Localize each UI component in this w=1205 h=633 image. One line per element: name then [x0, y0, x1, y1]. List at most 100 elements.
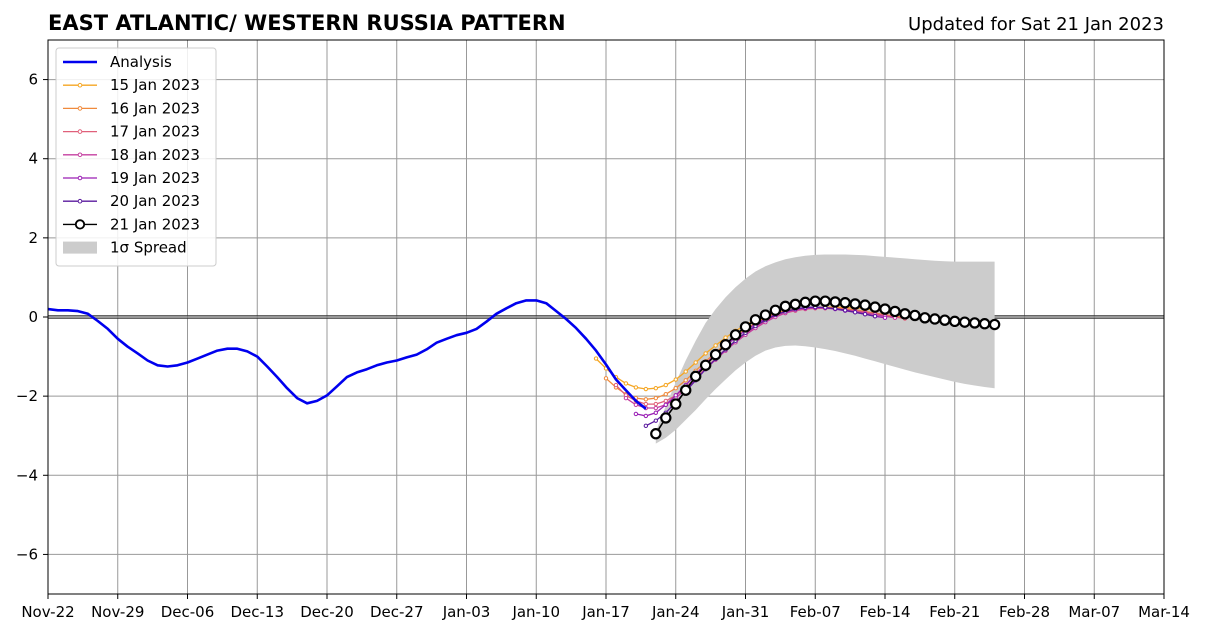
forecast-point	[623, 381, 629, 386]
forecast-point	[749, 314, 762, 326]
x-tick-label: Mar-07	[1068, 603, 1120, 621]
forecast-point	[879, 303, 891, 315]
forecast-point	[859, 299, 871, 311]
forecast-point	[653, 418, 659, 423]
legend-marker	[77, 175, 83, 181]
legend-item: 19 Jan 2023	[63, 169, 200, 187]
plot-frame	[47, 39, 1165, 595]
legend-item: 21 Jan 2023	[63, 215, 200, 233]
forecast-series	[650, 295, 1001, 440]
forecast-point	[699, 359, 712, 371]
legend-marker	[77, 152, 83, 158]
forecast-point	[809, 295, 821, 307]
forecast-point	[643, 386, 649, 392]
forecast-point	[703, 351, 708, 356]
forecast-point	[593, 356, 599, 361]
forecast-point	[663, 402, 668, 408]
forecast-point	[889, 305, 901, 318]
y-tick-label: −4	[16, 466, 38, 484]
forecast-point	[978, 318, 991, 330]
forecast-point	[872, 314, 878, 319]
x-tick-label: Jan-31	[721, 603, 770, 621]
legend-item: 20 Jan 2023	[63, 192, 200, 210]
forecast-point	[683, 369, 688, 374]
forecast-point	[603, 376, 609, 381]
legend-item: 17 Jan 2023	[63, 123, 200, 141]
forecast-point	[683, 378, 688, 383]
chart-title: EAST ATLANTIC/ WESTERN RUSSIA PATTERN	[48, 11, 566, 35]
legend-label: Analysis	[110, 53, 172, 71]
forecast-point	[673, 393, 678, 398]
x-tick-label: Mar-14	[1138, 603, 1190, 621]
legend-item: 18 Jan 2023	[63, 146, 200, 164]
legend-label: 21 Jan 2023	[110, 215, 200, 233]
forecast-point	[919, 312, 931, 324]
forecast-point	[650, 428, 662, 440]
x-tick-label: Feb-07	[790, 603, 841, 621]
chart-subtitle: Updated for Sat 21 Jan 2023	[908, 14, 1164, 35]
legend-item: 1σ Spread	[63, 239, 187, 257]
x-tick-label: Dec-13	[230, 603, 284, 621]
forecast-point	[779, 300, 792, 313]
forecast-point	[653, 410, 659, 415]
analysis-line	[47, 299, 647, 410]
forecast-point	[673, 377, 678, 382]
forecast-point	[968, 317, 981, 329]
legend-swatch	[63, 241, 97, 254]
forecast-point	[653, 401, 659, 407]
forecast-point	[723, 335, 728, 340]
legend-marker	[77, 198, 83, 204]
forecast-point	[613, 382, 619, 388]
x-tick-label: Jan-24	[651, 603, 700, 621]
forecast-point	[713, 343, 718, 348]
forecast-point	[709, 348, 722, 361]
forecast-point	[739, 321, 752, 333]
forecast-point	[653, 386, 659, 391]
legend-marker	[74, 219, 86, 230]
forecast-point	[819, 295, 831, 307]
forecast-point	[849, 298, 861, 310]
forecast-point	[759, 309, 772, 321]
forecast-point	[929, 313, 941, 325]
y-tick-label: 6	[28, 71, 38, 89]
forecast-point	[862, 312, 868, 317]
legend-item: Analysis	[63, 53, 172, 71]
x-tick-label: Dec-06	[161, 603, 215, 621]
legend-marker	[77, 129, 83, 134]
legend-box	[55, 47, 217, 267]
y-tick-label: 4	[28, 150, 38, 168]
forecast-point	[623, 395, 629, 401]
forecast-point	[643, 423, 649, 429]
forecast-point	[660, 412, 672, 424]
forecast-point	[653, 395, 659, 401]
forecast-point	[959, 316, 971, 328]
x-tick-label: Dec-20	[300, 603, 354, 621]
forecast-point	[939, 314, 951, 326]
x-tick-label: Feb-28	[999, 603, 1050, 621]
y-tick-label: 0	[28, 308, 38, 326]
forecast-point	[882, 315, 888, 320]
forecast-point	[643, 413, 649, 419]
forecast-point	[633, 402, 639, 408]
forecast-point	[852, 310, 858, 315]
forecast-point	[653, 405, 659, 411]
forecast-point	[663, 398, 668, 404]
y-tick-label: −2	[16, 387, 38, 405]
legend-label: 16 Jan 2023	[110, 99, 200, 117]
forecast-point	[949, 315, 961, 328]
forecast-point	[988, 318, 1001, 331]
legend-item: 15 Jan 2023	[63, 76, 200, 94]
plot-area: Nov-22 Nov-29 Dec-06 Dec-13 Dec-20 Dec-27 Jan-…	[16, 39, 1190, 621]
forecast-point	[633, 411, 639, 417]
forecast-point	[909, 309, 921, 322]
y-tick-label: 2	[28, 229, 38, 247]
forecast-point	[643, 401, 649, 407]
forecast-point	[670, 398, 682, 410]
forecast-point	[633, 385, 639, 390]
x-tick-label: Jan-17	[581, 603, 630, 621]
forecast-point	[829, 296, 841, 308]
legend: Analysis 15 Jan 2023 16 Jan 2023 17 Jan 202…	[55, 47, 217, 267]
forecast-point	[689, 370, 702, 383]
legend-label: 1σ Spread	[110, 239, 187, 257]
